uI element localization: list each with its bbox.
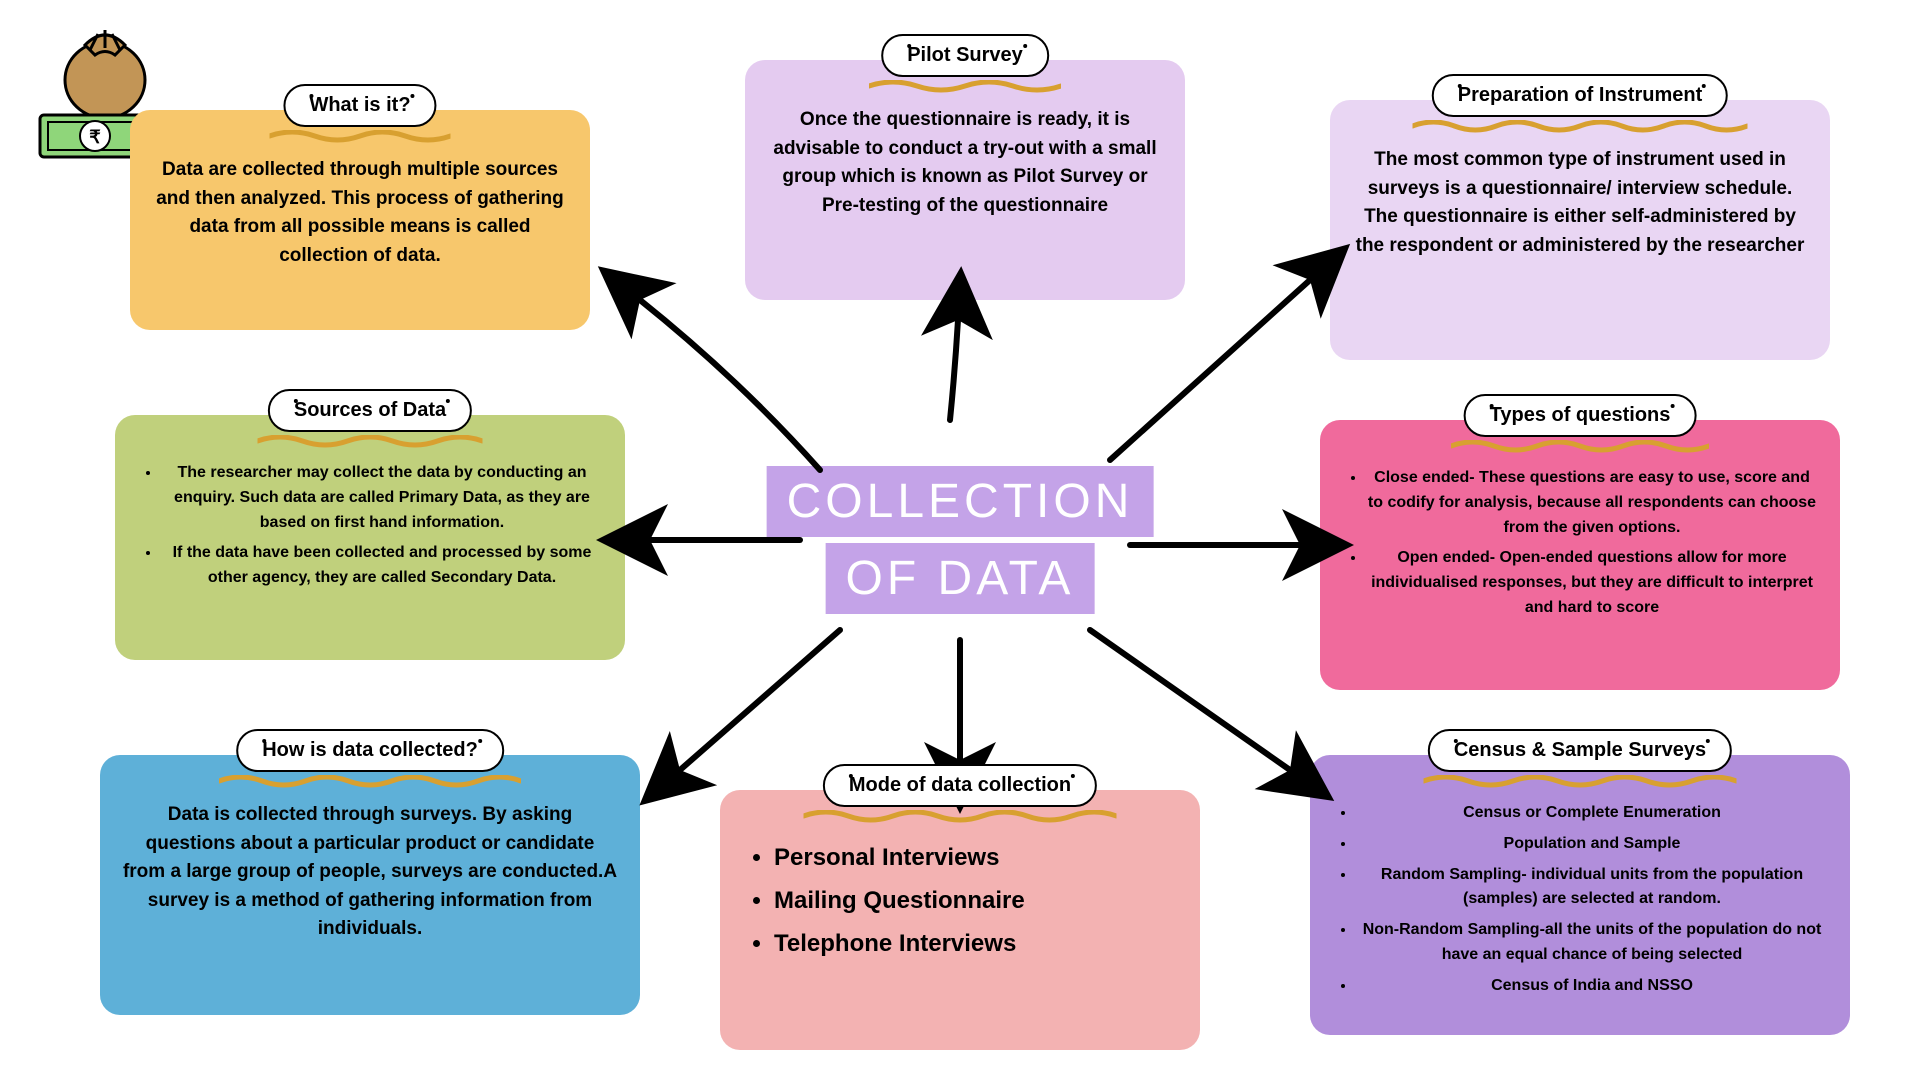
label-text: Pilot Survey: [881, 34, 1049, 77]
cloud-label: How is data collected?: [236, 729, 504, 772]
box-whatIsIt: What is it?Data are collected through mu…: [130, 110, 590, 330]
squiggle-underline: [804, 810, 1117, 820]
box-howCollected: How is data collected?Data is collected …: [100, 755, 640, 1015]
cloud-label: Pilot Survey: [881, 34, 1049, 77]
cloud-label: Types of questions: [1464, 394, 1697, 437]
box-body: Data are collected through multiple sour…: [152, 156, 568, 270]
label-text: Preparation of Instrument: [1432, 74, 1728, 117]
cloud-label: Preparation of Instrument: [1432, 74, 1728, 117]
list-item: Population and Sample: [1356, 832, 1828, 857]
label-text: What is it?: [283, 84, 436, 127]
list-item: Census of India and NSSO: [1356, 974, 1828, 999]
list-item: Personal Interviews: [774, 836, 1178, 879]
box-list: Close ended- These questions are easy to…: [1342, 466, 1818, 621]
label-text: Sources of Data: [268, 389, 472, 432]
list-item: If the data have been collected and proc…: [161, 541, 603, 591]
squiggle-underline: [219, 775, 521, 785]
cloud-label: Census & Sample Surveys: [1428, 729, 1732, 772]
box-list: The researcher may collect the data by c…: [137, 461, 603, 591]
title-line2: OF DATA: [826, 543, 1095, 614]
box-types: Types of questionsClose ended- These que…: [1320, 420, 1840, 690]
cloud-label: Sources of Data: [268, 389, 472, 432]
label-text: Types of questions: [1464, 394, 1697, 437]
list-item: Census or Complete Enumeration: [1356, 801, 1828, 826]
label-text: Census & Sample Surveys: [1428, 729, 1732, 772]
list-item: Open ended- Open-ended questions allow f…: [1366, 546, 1818, 620]
list-item: Non-Random Sampling-all the units of the…: [1356, 918, 1828, 968]
squiggle-underline: [1424, 775, 1737, 785]
squiggle-underline: [258, 435, 483, 445]
list-item: Mailing Questionnaire: [774, 879, 1178, 922]
list-item: Close ended- These questions are easy to…: [1366, 466, 1818, 540]
squiggle-underline: [270, 130, 451, 140]
box-body: Once the questionnaire is ready, it is a…: [767, 106, 1163, 220]
label-text: Mode of data collection: [823, 764, 1097, 807]
box-mode: Mode of data collectionPersonal Intervie…: [720, 790, 1200, 1050]
list-item: Random Sampling- individual units from t…: [1356, 863, 1828, 913]
title-line1: COLLECTION: [767, 466, 1154, 537]
label-text: How is data collected?: [236, 729, 504, 772]
squiggle-underline: [1451, 440, 1709, 450]
box-sources: Sources of DataThe researcher may collec…: [115, 415, 625, 660]
center-title: COLLECTION OF DATA: [767, 463, 1154, 617]
cloud-label: What is it?: [283, 84, 436, 127]
cloud-label: Mode of data collection: [823, 764, 1097, 807]
list-item: Telephone Interviews: [774, 922, 1178, 965]
squiggle-underline: [1413, 120, 1748, 130]
box-pilotSurvey: Pilot SurveyOnce the questionnaire is re…: [745, 60, 1185, 300]
squiggle-underline: [869, 80, 1061, 90]
list-item: The researcher may collect the data by c…: [161, 461, 603, 535]
box-body: Data is collected through surveys. By as…: [122, 801, 618, 944]
box-list: Census or Complete Enumeration Population…: [1332, 801, 1828, 999]
box-list: Personal InterviewsMailing Questionnaire…: [742, 836, 1178, 966]
box-census: Census & Sample SurveysCensus or Complet…: [1310, 755, 1850, 1035]
svg-text:₹: ₹: [89, 127, 101, 147]
box-body: The most common type of instrument used …: [1352, 146, 1808, 260]
box-preparation: Preparation of InstrumentThe most common…: [1330, 100, 1830, 360]
